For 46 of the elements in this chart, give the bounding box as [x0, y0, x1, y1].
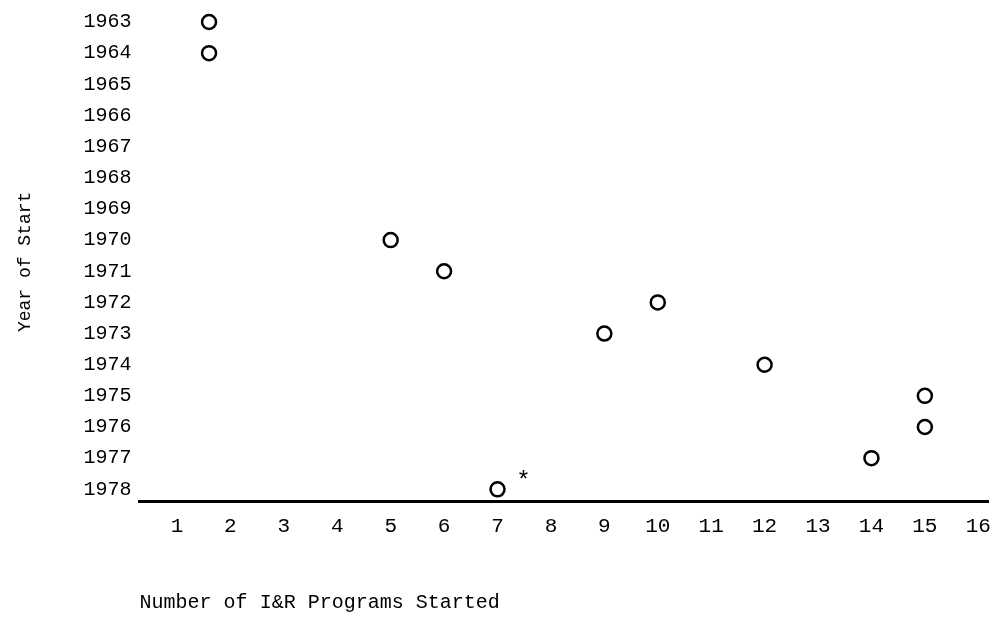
y-tick-label: 1977 [83, 446, 132, 470]
y-tick-label: 1975 [83, 384, 132, 408]
x-tick-label: 5 [384, 514, 397, 538]
point [382, 231, 399, 249]
y-tick-label: 1964 [83, 41, 132, 65]
x-tick-label: 6 [437, 514, 451, 538]
x-tick-label: 9 [598, 514, 611, 538]
y-tick-label: 1968 [83, 166, 132, 190]
y-tick-label: 1973 [83, 321, 132, 345]
y-tick-label: 1965 [83, 72, 132, 96]
point [596, 325, 613, 342]
y-tick-label: 1969 [83, 197, 132, 221]
x-tick-label: 15 [912, 514, 938, 538]
y-tick-label: 1971 [83, 259, 132, 283]
y-tick-label: 1970 [83, 228, 132, 252]
x-tick-label: 16 [965, 514, 991, 538]
x-tick-label: 10 [645, 514, 671, 538]
point [916, 387, 934, 405]
y-tick-label: 1966 [83, 103, 132, 127]
y-axis-title: Year of Start [14, 191, 35, 333]
point [489, 481, 506, 498]
y-tick-label: 1974 [83, 353, 132, 377]
annotation: * [516, 467, 531, 495]
x-tick-label: 2 [224, 514, 237, 538]
x-tick-label: 11 [698, 514, 724, 538]
point [649, 294, 667, 311]
y-tick-label: 1967 [83, 134, 132, 158]
point [200, 44, 218, 62]
point [756, 356, 773, 373]
point [435, 263, 453, 280]
y-tick-label: 1978 [83, 477, 132, 501]
x-tick-label: 12 [752, 514, 778, 538]
y-tick-label: 1972 [83, 290, 132, 314]
x-tick-label: 14 [858, 514, 885, 538]
x-tick-label: 3 [277, 514, 291, 538]
x-tick-label: 7 [491, 514, 504, 538]
x-tick-label: 1 [170, 514, 184, 538]
y-tick-label: 1976 [83, 415, 132, 439]
x-axis-title: Number of I&R Programs Started [139, 591, 500, 615]
point [863, 449, 880, 467]
point [916, 418, 934, 436]
x-tick-label: 4 [330, 514, 344, 538]
x-tick-label: 8 [544, 514, 558, 538]
y-tick-label: 1963 [83, 10, 132, 34]
point [200, 13, 218, 31]
x-tick-label: 13 [805, 514, 831, 538]
